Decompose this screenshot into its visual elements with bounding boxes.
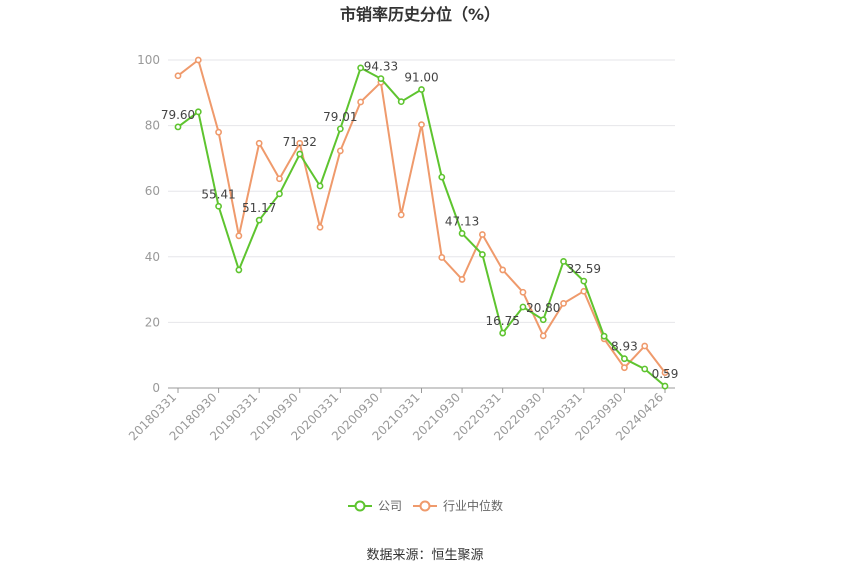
data-label: 79.01 [323,110,357,124]
series-point-industry [174,72,182,80]
y-tick-label: 60 [145,184,160,198]
data-label: 8.93 [611,340,638,354]
legend-company-marker-icon [354,500,366,512]
series-point-company [174,123,182,131]
series-point-industry [418,121,425,129]
data-label: 0.59 [652,367,679,381]
series-point-industry [458,276,466,283]
legend-item-company[interactable]: 公司 [348,499,402,513]
series-point-company [641,365,649,373]
series-point-company [377,75,385,82]
data-label: 32.59 [567,262,601,276]
series-point-industry [235,232,243,240]
legend-company-label: 公司 [378,499,402,513]
series-point-industry [276,175,283,183]
series-point-industry [194,56,202,64]
series-point-industry [296,139,304,147]
series-point-company [438,173,446,181]
series-line-industry [177,59,666,374]
series [174,56,669,390]
series-point-company [478,251,486,258]
series-point-company [519,303,527,311]
series-point-company [458,230,466,237]
series-point-company [357,64,365,72]
series-point-industry [621,364,628,372]
series-point-industry [438,254,446,261]
series-point-company [276,190,283,198]
legend-item-industry[interactable]: 行业中位数 [413,498,503,513]
series-point-company [621,355,628,363]
series-point-industry [215,128,222,136]
series-point-company [499,329,507,337]
axes: 0204060801002018033120180930201903312019… [126,53,675,443]
series-point-industry [336,147,344,155]
series-point-industry [357,98,365,106]
series-point-company [215,202,222,210]
series-point-company [560,257,567,265]
data-label: 91.00 [404,71,438,85]
y-tick-label: 0 [152,381,160,395]
series-line-company [177,66,666,387]
series-point-company [580,277,588,285]
legend-industry-marker-icon [419,500,431,512]
series-point-industry [539,332,547,340]
series-point-company [316,182,324,190]
data-label: 51.17 [242,201,276,215]
series-point-industry [499,266,507,274]
data-label: 16.75 [485,314,519,328]
y-tick-label: 20 [145,315,160,329]
series-point-company [194,108,202,116]
data-label: 79.60 [161,108,195,122]
series-point-industry [641,342,649,350]
series-point-company [418,86,425,93]
data-label: 55.41 [201,187,235,201]
chart-title: 市销率历史分位（%） [340,5,500,24]
y-tick-label: 100 [137,53,160,67]
y-tick-label: 80 [145,119,160,133]
series-point-industry [478,231,486,238]
series-point-company [539,316,547,324]
series-point-industry [397,211,405,219]
series-point-company [296,150,304,158]
series-point-company [397,98,405,106]
legend[interactable]: 公司 行业中位数 [348,498,503,513]
series-point-company [336,125,344,133]
series-point-industry [255,139,263,147]
series-point-industry [661,369,669,376]
series-point-industry [519,288,527,296]
grid [168,59,675,323]
series-point-industry [316,223,324,231]
legend-industry-label: 行业中位数 [443,498,503,513]
series-point-company [255,216,263,224]
series-point-industry [580,287,588,295]
data-label: 71.32 [283,135,317,149]
y-tick-label: 40 [145,250,160,264]
series-point-company [235,266,243,274]
data-label: 47.13 [445,214,479,228]
data-labels: 79.60 55.41 51.17 71.32 79.01 94.33 91.00 47.13… [161,60,679,381]
data-label: 20.80 [526,301,560,315]
data-source: 数据来源：恒生聚源 [366,548,483,563]
series-point-industry [560,299,567,307]
data-label: 94.33 [364,60,398,74]
series-point-company [600,332,608,340]
series-point-company [661,382,669,390]
